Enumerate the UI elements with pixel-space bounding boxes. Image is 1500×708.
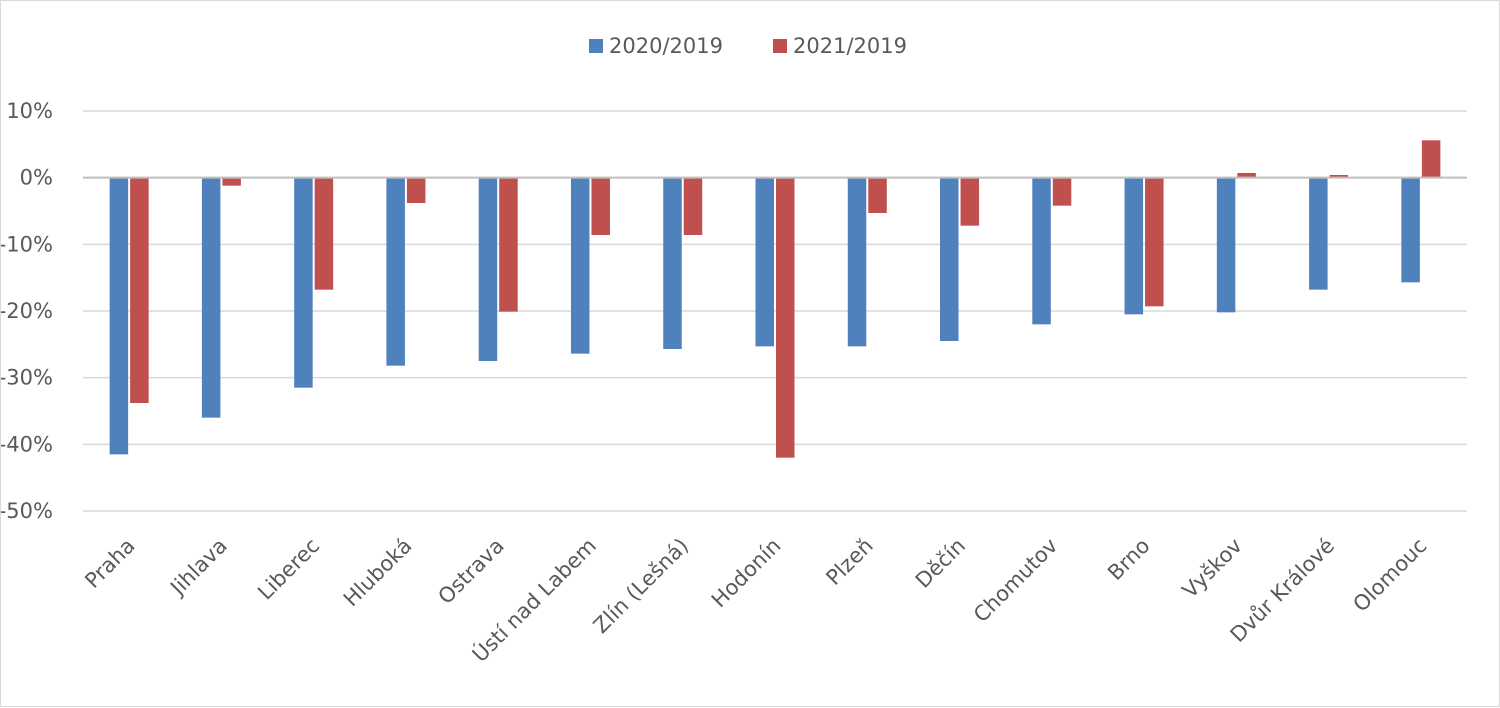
bar-series2-7 bbox=[776, 177, 795, 458]
bar-series2-1 bbox=[222, 177, 241, 186]
bar-series2-8 bbox=[868, 177, 887, 213]
gridlines bbox=[83, 110, 1467, 512]
bar-series1-4 bbox=[478, 177, 498, 361]
bar-series2-4 bbox=[499, 177, 518, 312]
bar-series1-12 bbox=[1216, 177, 1236, 313]
bars bbox=[109, 140, 1441, 458]
bar-series1-8 bbox=[847, 177, 867, 347]
y-tick-label: -40% bbox=[1, 432, 53, 456]
bar-series1-1 bbox=[201, 177, 221, 418]
bar-series2-10 bbox=[1052, 177, 1072, 206]
category-label: Chomutov bbox=[969, 534, 1062, 627]
legend-label: 2021/2019 bbox=[793, 34, 907, 58]
bar-series2-11 bbox=[1145, 177, 1164, 307]
bar-series1-9 bbox=[940, 177, 959, 341]
bar-series2-5 bbox=[591, 177, 610, 235]
category-label: Hluboká bbox=[339, 534, 417, 612]
category-label: Praha bbox=[80, 534, 139, 593]
legend-label: 2020/2019 bbox=[609, 34, 723, 58]
bar-series1-7 bbox=[755, 177, 774, 347]
y-tick-label: -20% bbox=[1, 299, 53, 323]
y-tick-label: -10% bbox=[1, 232, 53, 256]
category-label: Děčín bbox=[911, 534, 970, 593]
bar-series1-3 bbox=[386, 177, 405, 366]
bar-series2-0 bbox=[130, 177, 149, 403]
bar-series2-13 bbox=[1329, 175, 1349, 178]
category-label: Olomouc bbox=[1348, 534, 1431, 617]
legend-swatch bbox=[589, 39, 603, 53]
y-axis-ticks: 10% 0% -10% -20% -30% -40% -50% bbox=[1, 99, 53, 523]
bar-series1-2 bbox=[294, 177, 313, 388]
bar-series2-2 bbox=[314, 177, 334, 290]
y-tick-label: -50% bbox=[1, 499, 53, 523]
bar-series1-11 bbox=[1124, 177, 1144, 315]
legend: 2020/2019 2021/2019 bbox=[589, 34, 907, 58]
bar-series1-5 bbox=[570, 177, 590, 354]
bar-series2-14 bbox=[1421, 140, 1441, 178]
bar-series2-12 bbox=[1237, 173, 1256, 178]
category-label: Jihlava bbox=[165, 534, 232, 601]
legend-swatch bbox=[773, 39, 787, 53]
category-label: Liberec bbox=[253, 534, 324, 605]
y-tick-label: 10% bbox=[6, 99, 53, 123]
category-label: Vyškov bbox=[1178, 534, 1247, 603]
bar-series1-13 bbox=[1309, 177, 1328, 290]
category-label: Ostrava bbox=[433, 534, 508, 609]
bar-series1-6 bbox=[663, 177, 682, 349]
bar-series2-9 bbox=[960, 177, 980, 226]
bar-series1-10 bbox=[1032, 177, 1051, 325]
category-label: Zlín (Lešná) bbox=[589, 534, 694, 639]
bar-series2-6 bbox=[683, 177, 703, 235]
bar-series1-14 bbox=[1401, 177, 1420, 283]
category-label: Brno bbox=[1103, 534, 1155, 586]
y-tick-label: -30% bbox=[1, 366, 53, 390]
category-label: Hodonín bbox=[707, 534, 786, 613]
bar-series1-0 bbox=[109, 177, 129, 455]
y-tick-label: 0% bbox=[20, 166, 53, 190]
category-label: Plzeň bbox=[821, 534, 877, 590]
bar-series2-3 bbox=[406, 177, 426, 203]
